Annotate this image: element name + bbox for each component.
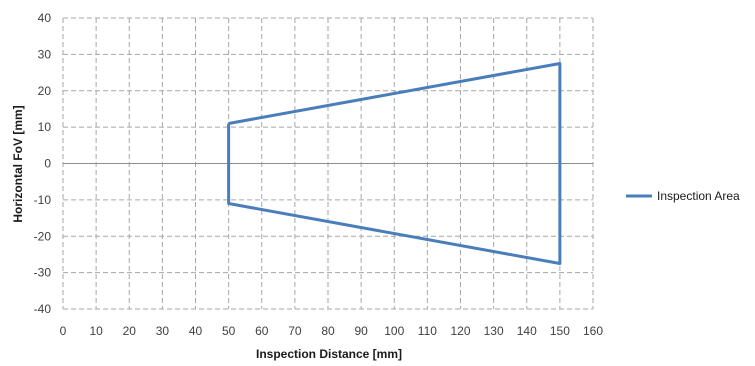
x-tick-label: 60 bbox=[255, 324, 269, 338]
x-tick-label: 50 bbox=[222, 324, 236, 338]
x-tick-label: 150 bbox=[550, 324, 570, 338]
legend: Inspection Area bbox=[626, 189, 740, 203]
y-tick-label: 10 bbox=[38, 120, 52, 134]
x-tick-label: 90 bbox=[354, 324, 368, 338]
x-axis-ticks: 0 10 20 30 40 50 60 70 80 90 100 110 120 130 140 150 160 bbox=[60, 324, 604, 338]
y-tick-label: -20 bbox=[34, 229, 52, 243]
y-tick-label: 30 bbox=[38, 47, 52, 61]
series-layer bbox=[227, 61, 562, 266]
x-tick-label: 10 bbox=[89, 324, 103, 338]
y-tick-label: 0 bbox=[44, 157, 51, 171]
x-tick-label: 140 bbox=[517, 324, 537, 338]
x-tick-label: 20 bbox=[123, 324, 137, 338]
x-tick-label: 70 bbox=[288, 324, 302, 338]
x-tick-label: 130 bbox=[484, 324, 504, 338]
y-tick-label: -30 bbox=[34, 266, 52, 280]
x-axis-title: Inspection Distance [mm] bbox=[256, 347, 402, 361]
x-tick-label: 160 bbox=[583, 324, 603, 338]
y-axis-title: Horizontal FoV [mm] bbox=[11, 105, 25, 222]
y-tick-label: -40 bbox=[34, 302, 52, 316]
x-tick-label: 40 bbox=[189, 324, 203, 338]
x-tick-label: 110 bbox=[418, 324, 437, 338]
x-tick-label: 0 bbox=[60, 324, 67, 338]
y-tick-label: 40 bbox=[38, 11, 52, 25]
x-tick-label: 30 bbox=[156, 324, 170, 338]
x-tick-label: 120 bbox=[450, 324, 470, 338]
x-tick-label: 80 bbox=[321, 324, 335, 338]
y-tick-label: 20 bbox=[38, 84, 52, 98]
legend-label: Inspection Area bbox=[657, 189, 740, 203]
y-tick-label: -10 bbox=[34, 193, 52, 207]
x-tick-label: 100 bbox=[384, 324, 404, 338]
y-axis-ticks: 40 30 20 10 0 -10 -20 -30 -40 bbox=[34, 11, 52, 316]
